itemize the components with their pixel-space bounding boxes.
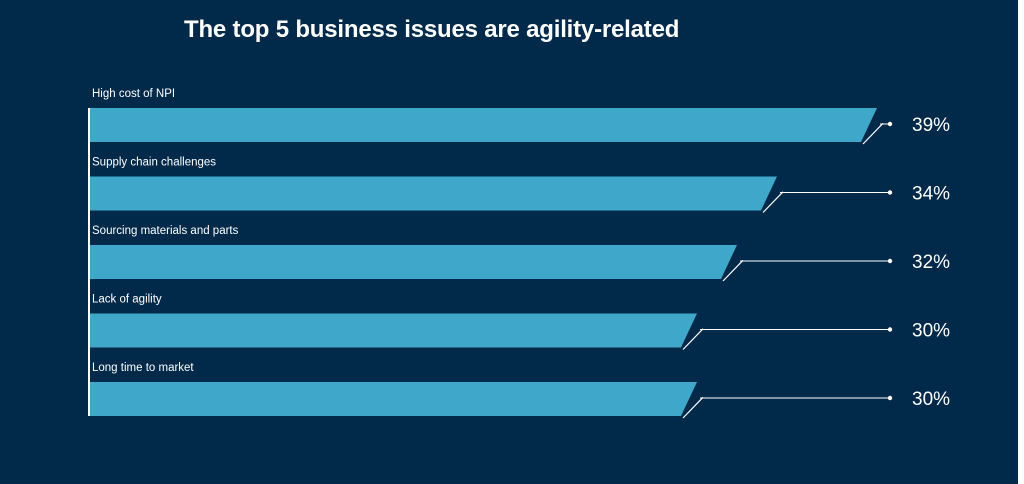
bar-end-tick xyxy=(682,396,704,419)
bar xyxy=(89,245,737,279)
category-label: High cost of NPI xyxy=(92,88,175,100)
value-label: 39% xyxy=(912,115,950,136)
bar xyxy=(89,176,777,211)
category-label: Supply chain challenges xyxy=(92,157,216,169)
bar xyxy=(89,108,877,142)
value-label: 30% xyxy=(912,389,950,410)
value-label: 32% xyxy=(912,252,950,273)
bar xyxy=(89,382,697,416)
leader-dot xyxy=(887,395,893,401)
value-label: 34% xyxy=(912,184,950,205)
leader-dot xyxy=(887,327,893,332)
leader-dot xyxy=(887,190,893,195)
bar-end-tick xyxy=(762,191,784,213)
category-label: Sourcing materials and parts xyxy=(92,225,239,237)
category-label: Long time to market xyxy=(92,362,194,374)
chart-title: The top 5 business issues are agility-re… xyxy=(184,16,680,43)
value-label: 30% xyxy=(912,321,950,342)
bar-end-tick xyxy=(682,328,704,350)
bar xyxy=(89,313,697,348)
category-label: Lack of agility xyxy=(92,294,162,306)
bar-end-tick xyxy=(862,122,884,145)
bar-end-tick xyxy=(722,259,744,282)
leader-dot xyxy=(887,258,893,264)
leader-dot xyxy=(887,121,893,127)
